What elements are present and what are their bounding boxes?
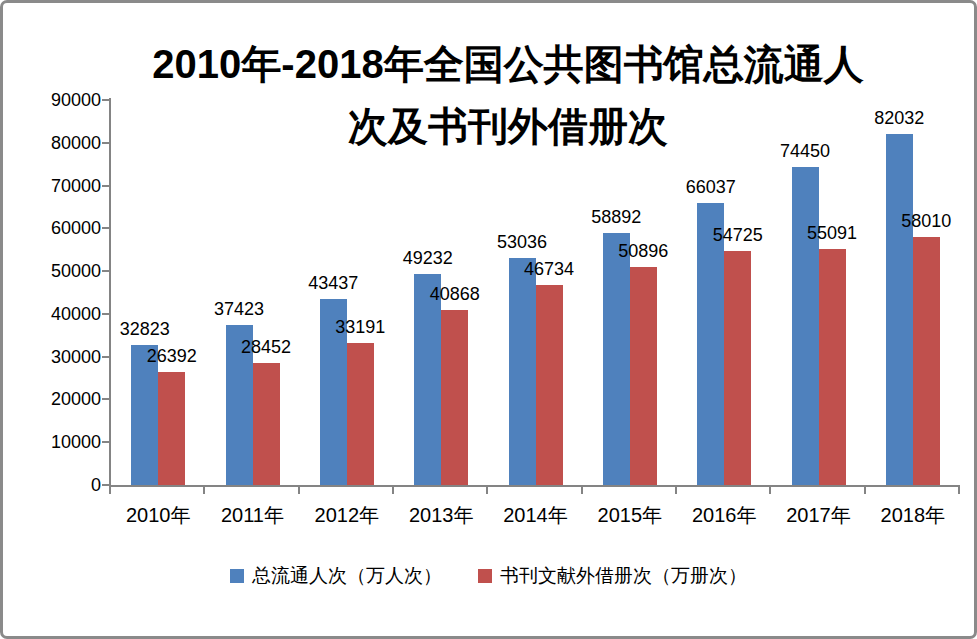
x-axis-tick: [203, 487, 205, 494]
chart-title: 2010年-2018年全国公共图书馆总流通人 次及书刊外借册次: [43, 33, 973, 157]
data-label: 54725: [693, 224, 783, 246]
y-tick-label: 50000: [25, 260, 101, 282]
legend-swatch-icon: [230, 569, 244, 583]
data-label: 66037: [666, 176, 756, 198]
data-label: 37423: [194, 298, 284, 320]
data-label: 49232: [383, 247, 473, 269]
y-tick-label: 0: [25, 474, 101, 496]
x-tick-label: 2013年: [394, 500, 488, 530]
data-label: 55091: [787, 222, 877, 244]
x-axis-tick: [958, 487, 960, 494]
y-axis-tick: [102, 313, 109, 315]
y-axis-tick: [102, 356, 109, 358]
x-axis-tick: [581, 487, 583, 494]
x-axis-tick: [769, 487, 771, 494]
x-axis-tick: [864, 487, 866, 494]
data-label: 32823: [100, 318, 190, 340]
legend-label: 总流通人次（万人次）: [252, 563, 442, 589]
bar-书刊文献外借册次（万册次）-2014年: [536, 285, 563, 485]
y-axis-tick: [102, 441, 109, 443]
y-axis-tick: [102, 99, 109, 101]
x-tick-label: 2010年: [111, 500, 205, 530]
bar-书刊文献外借册次（万册次）-2013年: [441, 310, 468, 485]
y-axis-tick: [102, 185, 109, 187]
legend-swatch-icon: [478, 569, 492, 583]
bar-书刊文献外借册次（万册次）-2015年: [630, 267, 657, 485]
legend-item: 总流通人次（万人次）: [230, 563, 442, 589]
x-tick-label: 2018年: [866, 500, 960, 530]
y-tick-label: 30000: [25, 346, 101, 368]
y-axis-tick: [102, 484, 109, 486]
data-label: 40868: [410, 283, 500, 305]
x-tick-label: 2016年: [677, 500, 771, 530]
bar-总流通人次（万人次）-2018年: [886, 134, 913, 485]
data-label: 28452: [221, 336, 311, 358]
bar-总流通人次（万人次）-2013年: [414, 274, 441, 485]
bar-书刊文献外借册次（万册次）-2017年: [819, 249, 846, 485]
y-tick-label: 20000: [25, 388, 101, 410]
x-tick-label: 2014年: [488, 500, 582, 530]
data-label: 74450: [760, 140, 850, 162]
x-tick-label: 2011年: [205, 500, 299, 530]
bar-书刊文献外借册次（万册次）-2010年: [158, 372, 185, 485]
data-label: 46734: [504, 258, 594, 280]
y-tick-label: 80000: [25, 132, 101, 154]
bar-总流通人次（万人次）-2017年: [792, 167, 819, 485]
y-tick-label: 40000: [25, 303, 101, 325]
bar-书刊文献外借册次（万册次）-2012年: [347, 343, 374, 485]
y-tick-label: 90000: [25, 89, 101, 111]
chart-frame: 2010年-2018年全国公共图书馆总流通人 次及书刊外借册次 0 10000 20…: [0, 0, 977, 639]
y-axis-line: [109, 98, 111, 487]
data-label: 58010: [881, 210, 971, 232]
x-axis-tick: [109, 487, 111, 494]
bar-书刊文献外借册次（万册次）-2016年: [724, 251, 751, 485]
y-axis-tick: [102, 227, 109, 229]
x-tick-label: 2012年: [300, 500, 394, 530]
y-tick-label: 60000: [25, 217, 101, 239]
x-tick-label: 2015年: [583, 500, 677, 530]
x-axis-tick: [675, 487, 677, 494]
x-axis-tick: [486, 487, 488, 494]
y-axis-tick: [102, 398, 109, 400]
data-label: 26392: [127, 345, 217, 367]
legend: 总流通人次（万人次） 书刊文献外借册次（万册次）: [3, 563, 974, 589]
x-tick-label: 2017年: [771, 500, 865, 530]
data-label: 43437: [288, 272, 378, 294]
y-axis-tick: [102, 270, 109, 272]
bar-书刊文献外借册次（万册次）-2011年: [253, 363, 280, 485]
x-axis-line: [109, 485, 960, 487]
chart-title-line1: 2010年-2018年全国公共图书馆总流通人: [43, 33, 973, 95]
bar-书刊文献外借册次（万册次）-2018年: [913, 237, 940, 485]
bar-总流通人次（万人次）-2014年: [509, 258, 536, 485]
data-label: 82032: [854, 107, 944, 129]
data-label: 50896: [598, 240, 688, 262]
y-axis-tick: [102, 142, 109, 144]
legend-label: 书刊文献外借册次（万册次）: [500, 563, 747, 589]
data-label: 58892: [571, 206, 661, 228]
y-tick-label: 10000: [25, 431, 101, 453]
bar-总流通人次（万人次）-2015年: [603, 233, 630, 485]
x-axis-tick: [298, 487, 300, 494]
x-axis-tick: [392, 487, 394, 494]
data-label: 33191: [315, 316, 405, 338]
legend-item: 书刊文献外借册次（万册次）: [478, 563, 747, 589]
data-label: 53036: [477, 231, 567, 253]
y-tick-label: 70000: [25, 175, 101, 197]
